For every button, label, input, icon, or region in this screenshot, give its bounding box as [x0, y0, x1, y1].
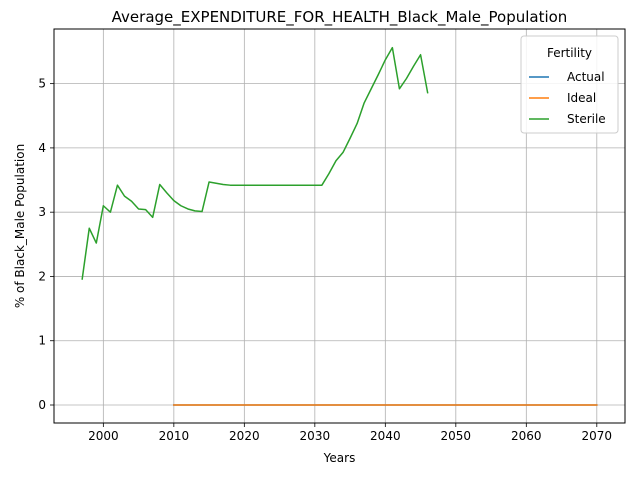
y-tick-label: 3 — [38, 205, 46, 219]
y-tick-label: 5 — [38, 77, 46, 91]
y-tick-label: 0 — [38, 398, 46, 412]
y-tick-label: 1 — [38, 334, 46, 348]
x-tick-label: 2030 — [300, 429, 331, 443]
series-lines — [81, 46, 598, 406]
x-tick-label: 2050 — [441, 429, 472, 443]
chart-title: Average_EXPENDITURE_FOR_HEALTH_Black_Mal… — [112, 8, 568, 27]
legend-label-ideal: Ideal — [567, 91, 596, 105]
legend: Fertility Actual Ideal Sterile — [520, 35, 619, 134]
x-tick-label: 2070 — [582, 429, 613, 443]
legend-label-actual: Actual — [567, 70, 605, 84]
x-tick-label: 2020 — [229, 429, 260, 443]
x-axis-label: Years — [323, 451, 356, 465]
y-axis-ticks: 0 1 2 3 4 5 — [38, 77, 54, 412]
legend-entries: Actual Ideal Sterile — [529, 70, 606, 126]
y-tick-label: 2 — [38, 269, 46, 283]
x-tick-label: 2010 — [159, 429, 190, 443]
plot-frame — [53, 28, 626, 424]
legend-title: Fertility — [547, 46, 592, 60]
x-axis-ticks: 2000 2010 2020 2030 2040 2050 2060 2070 — [88, 423, 612, 443]
x-tick-label: 2060 — [511, 429, 542, 443]
series-line-sterile — [81, 46, 429, 280]
y-tick-label: 4 — [38, 141, 46, 155]
y-axis-label: % of Black_Male Population — [13, 144, 27, 308]
legend-label-sterile: Sterile — [567, 112, 606, 126]
legend-box — [520, 35, 619, 134]
x-tick-label: 2000 — [88, 429, 119, 443]
x-tick-label: 2040 — [370, 429, 401, 443]
